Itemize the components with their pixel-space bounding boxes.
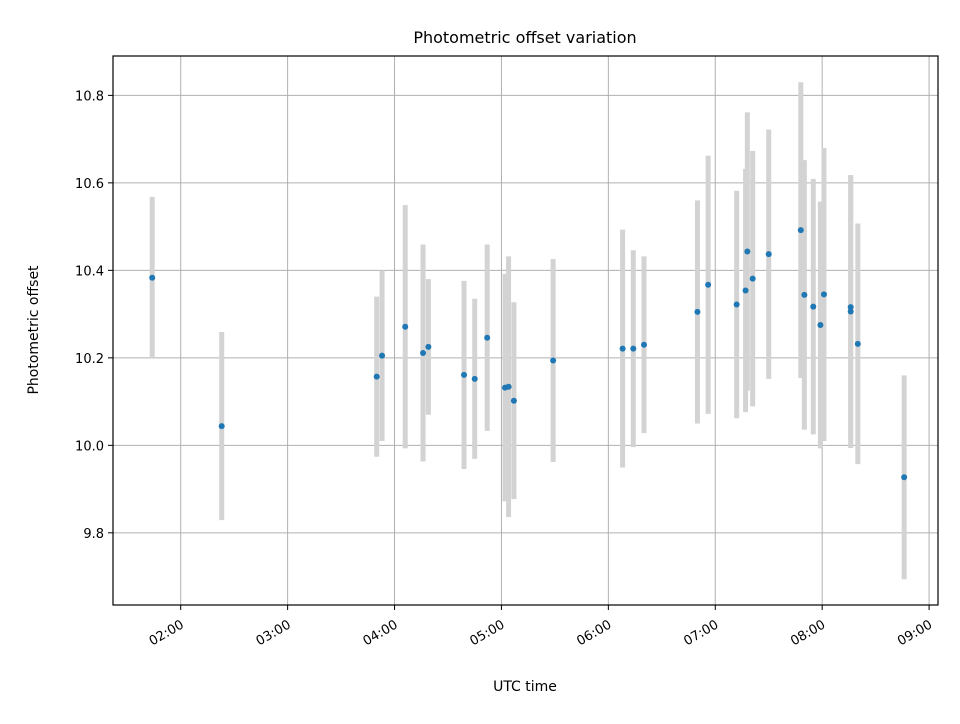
data-point [402,323,409,330]
chart-title: Photometric offset variation [413,28,636,47]
data-point [373,373,380,380]
data-point [847,304,854,311]
data-point [749,275,756,282]
data-point [619,345,626,352]
data-point [820,291,827,298]
data-point [817,322,824,329]
data-point [505,383,512,390]
data-point [744,248,751,255]
data-point [733,301,740,308]
data-point [510,397,517,404]
data-point [640,341,647,348]
data-point [765,251,772,258]
data-point [149,274,156,281]
data-point [461,371,468,378]
data-point [847,308,854,315]
data-point [420,350,427,357]
y-tick-label: 10.2 [75,352,104,367]
data-points [149,227,908,481]
y-tick-label: 10.6 [75,177,104,192]
data-point [854,340,861,347]
y-tick-label: 10.8 [75,89,104,104]
data-point [694,308,701,315]
data-point [218,423,225,430]
data-point [379,352,386,359]
data-point [742,287,749,294]
y-axis-ticks: 9.8 10.0 10.2 10.4 10.6 10.8 [75,89,113,542]
data-point [484,334,491,341]
data-point [901,474,908,481]
data-point [550,357,557,364]
y-tick-label: 10.0 [75,439,104,454]
data-point [471,375,478,382]
data-point [425,343,432,350]
y-tick-label: 9.8 [83,527,104,542]
plot-frame [112,55,939,606]
data-point [797,227,804,234]
y-axis-label: Photometric offset [26,265,42,395]
data-point [801,291,808,298]
x-axis-label: UTC time [493,679,557,695]
y-tick-label: 10.4 [75,264,104,279]
data-point [705,281,712,288]
data-point [810,303,817,310]
data-point [630,345,637,352]
